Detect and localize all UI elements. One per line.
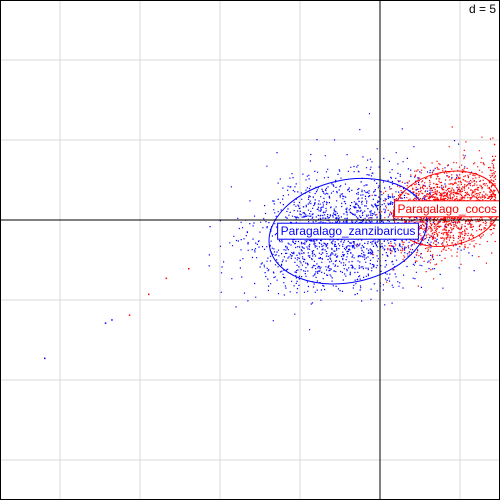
group-label-text: Paragalago_cocos	[397, 202, 496, 216]
group-label-text: Paragalago_zanzibaricus	[281, 224, 416, 238]
scale-label: d = 5	[469, 2, 496, 16]
outlier-point	[44, 358, 46, 360]
outlier-point	[166, 278, 168, 280]
group-label-paragalago-zanzibaricus: Paragalago_zanzibaricus	[278, 223, 419, 239]
points-layer	[44, 114, 496, 359]
outlier-point	[129, 314, 131, 316]
outlier-point	[111, 319, 113, 321]
outlier-point	[105, 322, 107, 324]
group-label-paragalago-cocos: Paragalago_cocos	[394, 201, 499, 217]
outlier-point	[148, 294, 150, 296]
outlier-point	[188, 268, 190, 270]
points-paragalago-zanzibaricus	[209, 114, 475, 330]
